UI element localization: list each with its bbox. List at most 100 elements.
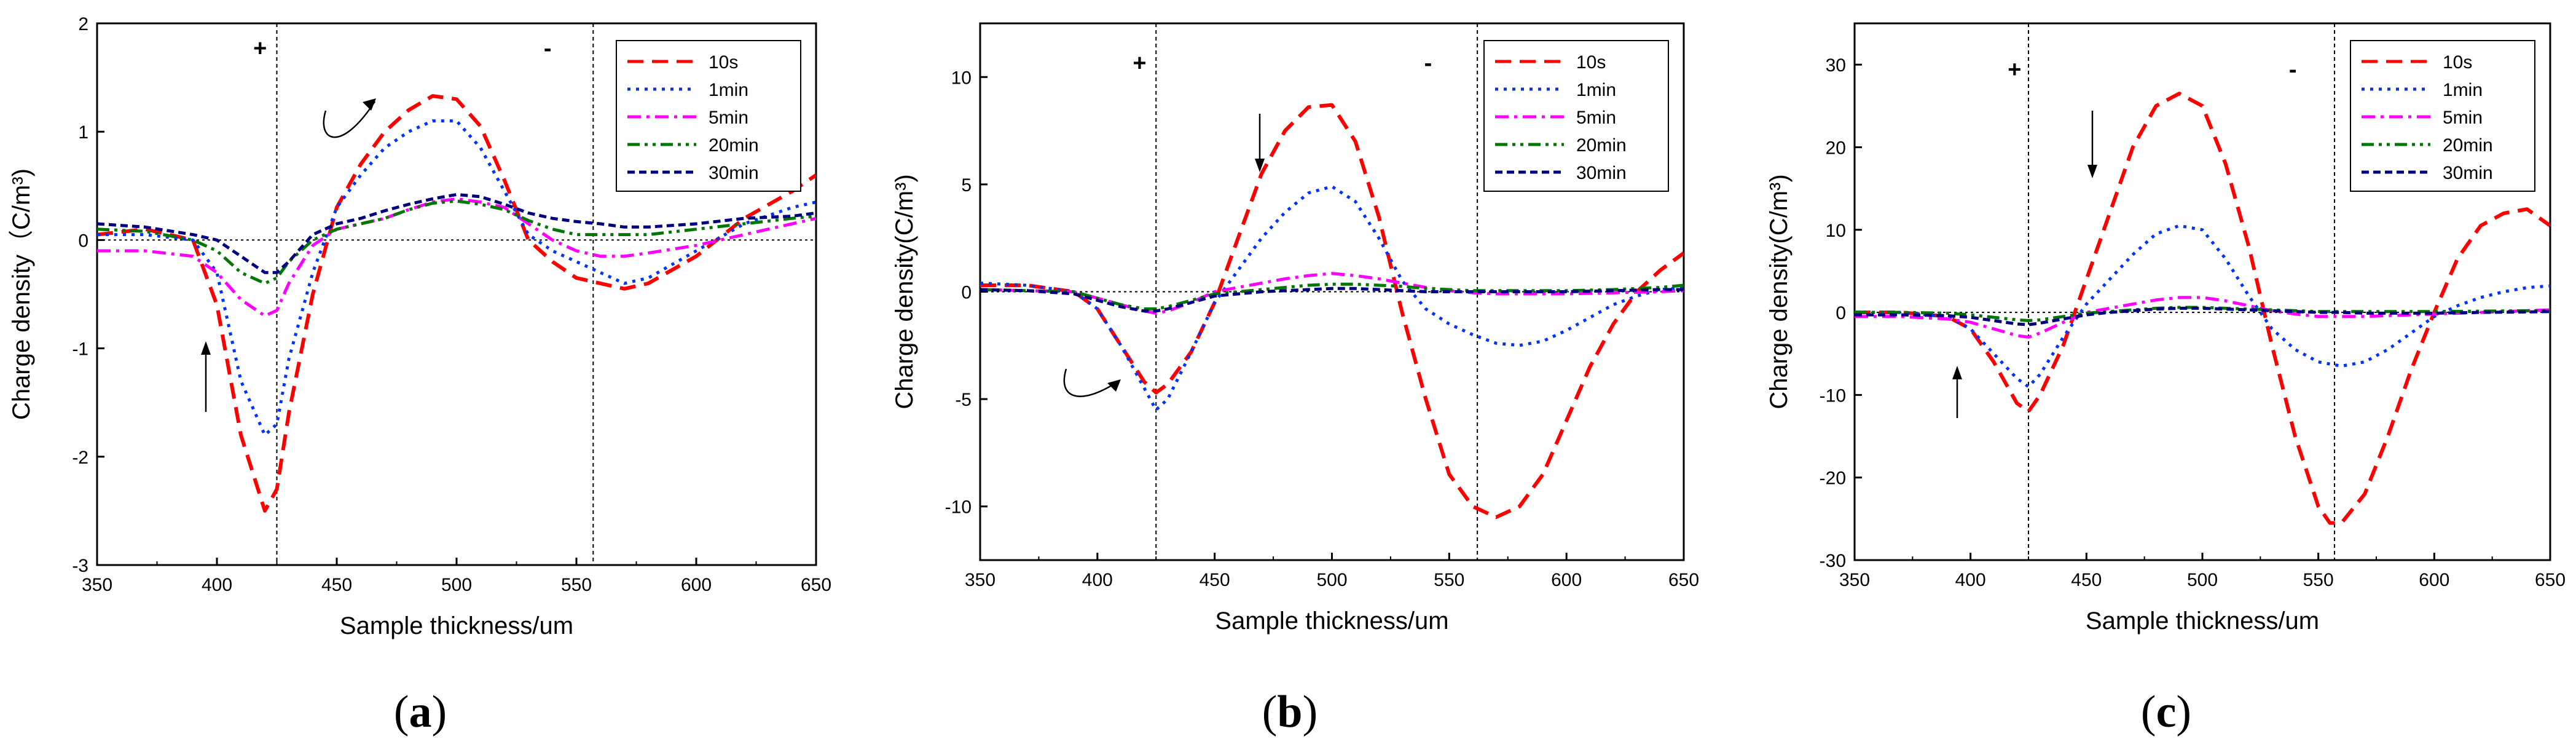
series-line-20min: [980, 282, 1684, 310]
y-axis-label: Charge density(C/m³): [1765, 174, 1793, 409]
panel-caption: (c): [2141, 687, 2191, 737]
y-tick-label: -30: [1820, 551, 1846, 571]
series-line-1min: [97, 119, 816, 437]
x-tick-label: 550: [1434, 570, 1464, 590]
y-tick-label: 20: [1826, 138, 1846, 158]
legend: 10s 1min 5min 20min 30min: [1483, 40, 1669, 192]
legend-label: 10s: [1576, 52, 1606, 73]
x-axis-label: Sample thickness/um: [1215, 607, 1448, 634]
y-tick-label: 5: [961, 175, 972, 196]
annotation-arrow: [323, 101, 376, 138]
legend-label: 1min: [709, 80, 748, 100]
legend-label: 10s: [2443, 52, 2472, 73]
y-tick-label: -20: [1820, 468, 1846, 489]
annotation-arrowhead: [1107, 379, 1121, 392]
negative-sign-label: -: [2289, 57, 2297, 82]
series-line-30min: [97, 192, 816, 274]
y-tick-label: -5: [955, 390, 972, 410]
x-tick-label: 650: [2535, 570, 2566, 590]
x-axis-label: Sample thickness/um: [2086, 607, 2319, 634]
x-tick-label: 600: [681, 575, 712, 595]
chart-panel-b: 350 400 450 500 550 600 650 -10 -5 0 5 10 Sample thi…: [891, 22, 1699, 737]
legend-label: 1min: [2443, 80, 2483, 100]
legend-label: 10s: [709, 52, 738, 73]
legend-label: 5min: [709, 108, 748, 128]
legend-label: 20min: [1576, 135, 1627, 156]
x-tick-label: 400: [1082, 570, 1113, 590]
caption-open: (: [2141, 687, 2156, 737]
series-line-5min: [980, 272, 1684, 315]
panel-caption: (a): [394, 687, 447, 737]
x-tick-label: 450: [2071, 570, 2102, 590]
caption-open: (: [1262, 687, 1278, 737]
annotation-arrowhead: [1952, 366, 1962, 379]
series-line-20min: [1855, 306, 2550, 322]
annotation-arrowhead: [201, 341, 211, 355]
chart-panel-a: 350 400 450 500 550 600 650 -3 -2 -1 0 1 2 Sample thi…: [8, 14, 831, 737]
x-axis-label: Sample thickness/um: [340, 612, 573, 639]
annotation-arrow: [1063, 368, 1119, 397]
positive-sign-label: +: [253, 36, 267, 61]
series-line-5min: [97, 197, 816, 318]
x-tick-label: 550: [561, 575, 592, 595]
series-line-10s: [97, 94, 816, 513]
caption-close: ): [2176, 687, 2191, 737]
x-tick-label: 600: [1551, 570, 1582, 590]
legend-label: 5min: [2443, 108, 2483, 128]
annotation-arrowhead: [363, 98, 376, 111]
x-tick-label: 600: [2419, 570, 2449, 590]
x-tick-label: 400: [202, 575, 232, 595]
y-tick-label: -3: [72, 556, 88, 576]
caption-letter: a: [409, 687, 432, 737]
x-tick-label: 500: [441, 575, 472, 595]
y-tick-label: -1: [72, 339, 88, 360]
x-tick-label: 450: [321, 575, 352, 595]
legend-label: 5min: [1576, 108, 1616, 128]
positive-sign-label: +: [2008, 57, 2021, 82]
caption-close: ): [1303, 687, 1318, 737]
legend: 10s 1min 5min 20min 30min: [2350, 40, 2535, 192]
y-tick-label: 0: [1836, 303, 1846, 323]
y-tick-label: -2: [72, 448, 88, 468]
y-tick-label: -10: [945, 497, 972, 518]
legend-label: 20min: [709, 135, 759, 156]
y-tick-label: 0: [78, 231, 88, 251]
caption-close: ): [432, 687, 447, 737]
positive-sign-label: +: [1133, 50, 1146, 76]
x-tick-label: 650: [1668, 570, 1699, 590]
legend-label: 20min: [2443, 135, 2493, 156]
x-tick-label: 350: [1839, 570, 1870, 590]
caption-letter: c: [2156, 687, 2177, 737]
negative-sign-label: -: [1424, 50, 1432, 76]
y-tick-label: 30: [1826, 55, 1846, 76]
series-line-30min: [980, 287, 1684, 313]
y-tick-label: 10: [1826, 221, 1846, 241]
x-tick-label: 650: [801, 575, 831, 595]
y-tick-label: 1: [78, 122, 88, 143]
series-line-10s: [1855, 92, 2550, 525]
legend-label: 30min: [709, 163, 759, 183]
series-line-30min: [1855, 306, 2550, 326]
series-line-5min: [1855, 296, 2550, 339]
x-tick-label: 350: [82, 575, 112, 595]
legend: 10s 1min 5min 20min 30min: [616, 40, 801, 192]
negative-sign-label: -: [544, 36, 552, 61]
panel-caption: (b): [1262, 687, 1317, 737]
series-line-10s: [980, 103, 1684, 520]
legend-label: 1min: [1576, 80, 1616, 100]
y-tick-label: 2: [78, 14, 88, 34]
y-tick-label: -10: [1820, 385, 1846, 406]
y-axis-label: Charge density(C/m³): [891, 174, 918, 409]
series-line-20min: [97, 199, 816, 285]
x-tick-label: 500: [1316, 570, 1347, 590]
x-tick-label: 500: [2187, 570, 2218, 590]
x-tick-label: 350: [965, 570, 995, 590]
y-axis-label: Charge density（C/m³): [8, 168, 35, 420]
y-tick-label: 10: [951, 68, 972, 88]
series-line-1min: [980, 184, 1684, 412]
annotation-arrowhead: [1255, 159, 1265, 172]
x-tick-label: 550: [2303, 570, 2334, 590]
x-tick-label: 400: [1955, 570, 1986, 590]
legend-label: 30min: [1576, 163, 1627, 183]
